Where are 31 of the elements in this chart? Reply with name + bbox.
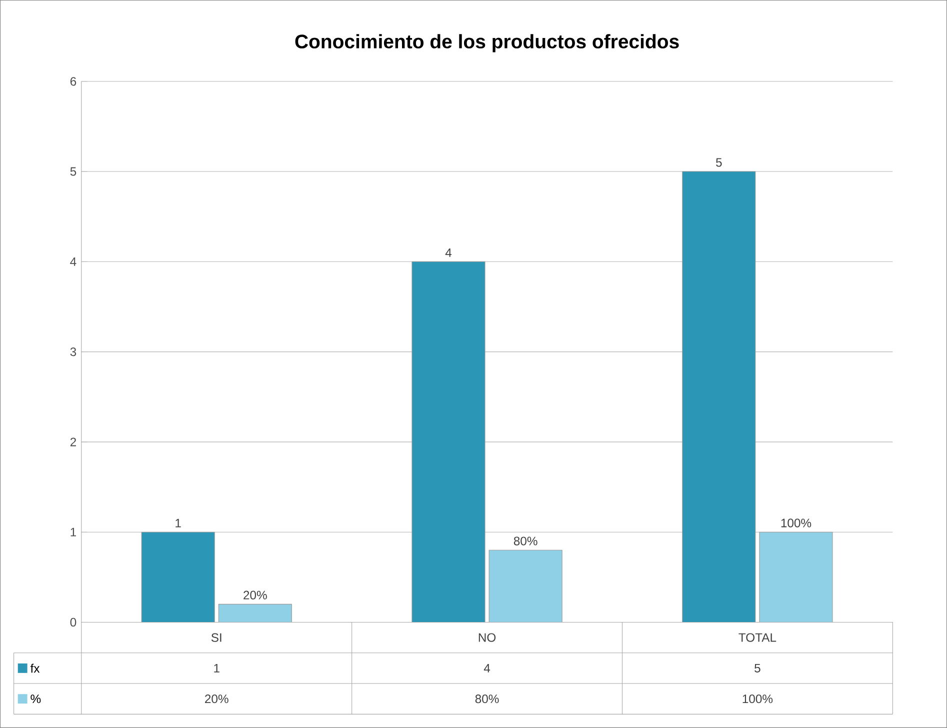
legend-label: % xyxy=(30,694,41,704)
data-label: 4 xyxy=(484,664,490,672)
y-tick-label: 0 xyxy=(70,618,76,627)
bar xyxy=(412,261,486,623)
y-tick-label: 4 xyxy=(70,257,76,266)
y-tick-label: 3 xyxy=(70,348,76,356)
bar xyxy=(488,550,562,623)
x-tick-label: NO xyxy=(478,633,496,642)
bar xyxy=(759,532,833,623)
data-label: 100% xyxy=(742,694,773,704)
text: 80% xyxy=(514,536,538,546)
text: 100% xyxy=(781,518,812,528)
data-label: 1 xyxy=(214,664,220,672)
text: 5 xyxy=(716,158,722,167)
x-tick-label: SI xyxy=(211,633,222,642)
y-tick-label: 2 xyxy=(70,438,76,446)
legend-label: fx xyxy=(30,664,40,673)
y-tick-label: 1 xyxy=(70,528,76,536)
bar xyxy=(218,604,292,623)
data-label: 5 xyxy=(754,664,760,672)
text: 1 xyxy=(176,518,181,528)
bar xyxy=(682,171,756,623)
bar xyxy=(141,532,215,623)
y-tick-label: 5 xyxy=(70,167,76,176)
chart-title: Conocimiento de los productos ofrecidos xyxy=(295,34,679,52)
x-tick-label: TOTAL xyxy=(738,633,776,642)
data-label: 20% xyxy=(205,694,228,704)
text: 4 xyxy=(445,248,452,257)
data-label: 80% xyxy=(475,694,499,704)
y-tick-label: 6 xyxy=(70,77,76,86)
text: 20% xyxy=(244,590,267,600)
